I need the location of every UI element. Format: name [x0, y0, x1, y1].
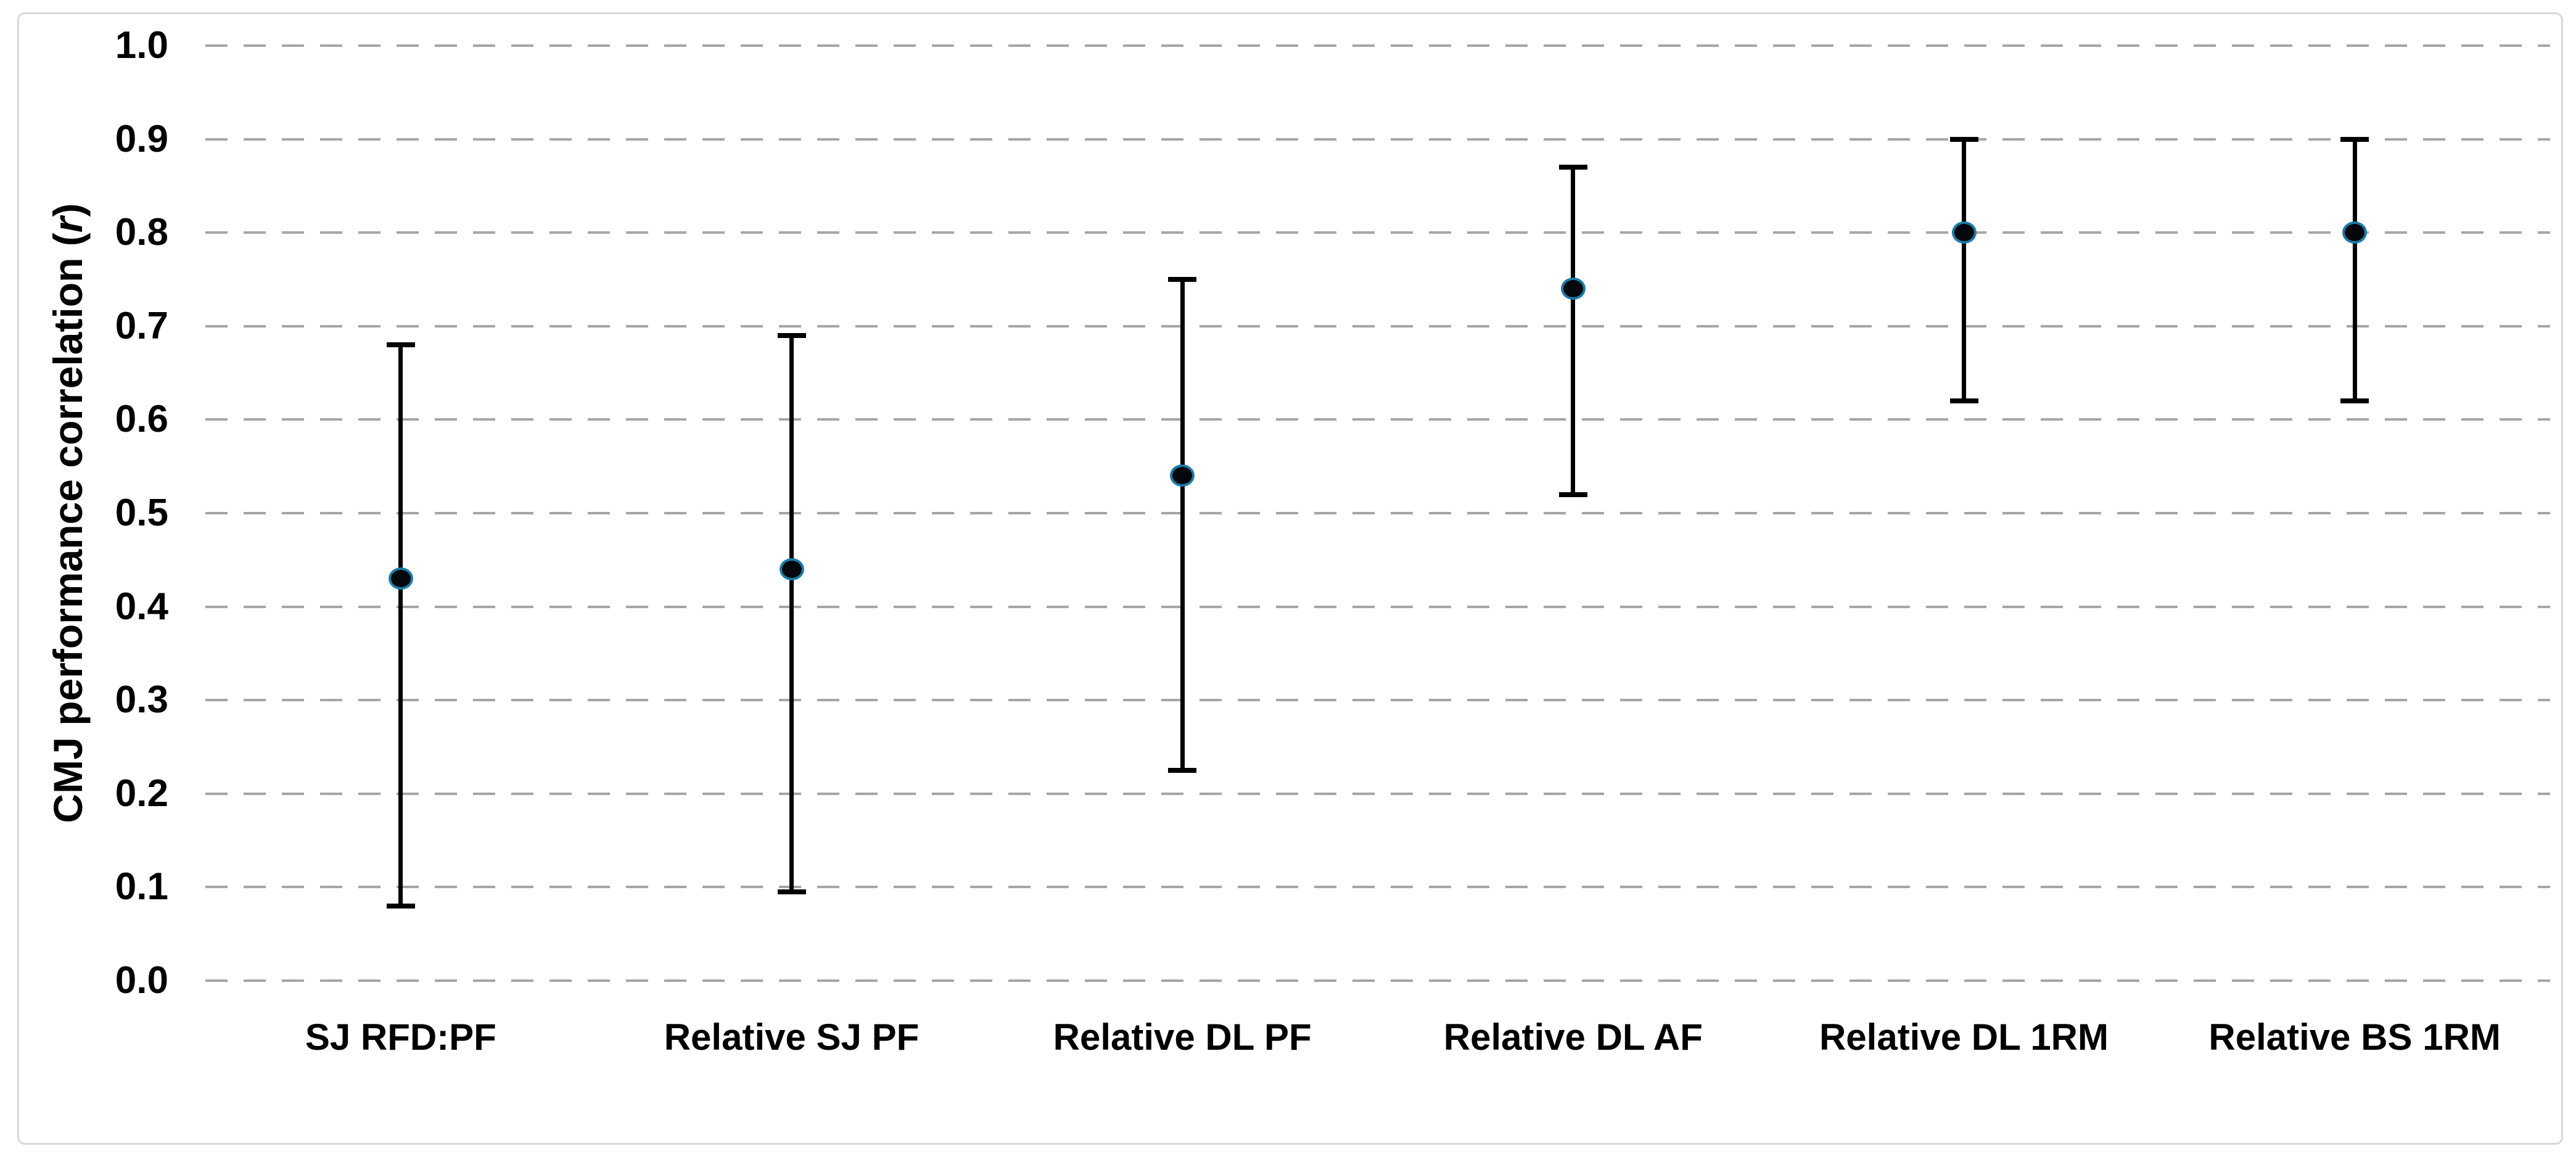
- data-point-marker-1: [388, 567, 413, 590]
- error-bar-cap-bottom-2: [777, 889, 806, 894]
- y-tick-label-0.0: 0.0: [115, 959, 168, 1002]
- gridline-0.3: [205, 699, 2550, 702]
- gridline-0.2: [205, 792, 2550, 795]
- error-bar-line-6: [2352, 139, 2357, 402]
- gridline-0.7: [205, 324, 2550, 328]
- y-tick-label-0.1: 0.1: [115, 865, 168, 909]
- error-bar-line-3: [1180, 279, 1185, 770]
- x-category-label-3: Relative DL PF: [1053, 1016, 1312, 1058]
- y-tick-label-0.4: 0.4: [115, 585, 168, 628]
- error-bar-cap-top-1: [386, 342, 415, 348]
- x-category-label-1: SJ RFD:PF: [305, 1016, 496, 1058]
- gridline-0.8: [205, 231, 2550, 234]
- data-point-marker-2: [779, 558, 804, 580]
- error-bar-line-2: [789, 335, 794, 892]
- error-bar-cap-top-3: [1168, 277, 1197, 282]
- gridline-0.9: [205, 138, 2550, 141]
- gridline-0.0: [205, 979, 2550, 982]
- gridline-0.5: [205, 512, 2550, 514]
- error-bar-cap-bottom-6: [2340, 398, 2369, 404]
- y-tick-label-0.9: 0.9: [115, 117, 168, 160]
- error-bar-line-5: [1962, 139, 1966, 402]
- error-bar-cap-top-2: [777, 332, 806, 338]
- gridline-0.6: [205, 418, 2550, 421]
- gridline-1.0: [205, 44, 2550, 47]
- y-tick-label-1.0: 1.0: [115, 24, 168, 67]
- error-bar-line-4: [1571, 167, 1576, 495]
- y-tick-label-0.5: 0.5: [115, 492, 168, 534]
- x-category-label-4: Relative DL AF: [1443, 1016, 1703, 1058]
- data-point-marker-5: [1951, 221, 1977, 244]
- error-bar-cap-bottom-1: [386, 903, 415, 909]
- error-bar-cap-bottom-4: [1558, 492, 1587, 497]
- x-category-label-5: Relative DL 1RM: [1819, 1016, 2109, 1058]
- data-point-marker-4: [1560, 278, 1586, 300]
- gridline-0.4: [205, 605, 2550, 608]
- y-tick-label-0.6: 0.6: [115, 398, 168, 441]
- error-bar-line-1: [398, 345, 403, 906]
- data-point-marker-6: [2342, 221, 2368, 244]
- error-bar-cap-bottom-3: [1168, 767, 1197, 773]
- error-bar-cap-bottom-5: [1949, 398, 1978, 404]
- y-tick-label-0.3: 0.3: [115, 678, 168, 722]
- y-tick-label-0.2: 0.2: [115, 772, 168, 815]
- error-bar-cap-top-6: [2340, 136, 2369, 142]
- error-bar-cap-top-4: [1558, 165, 1587, 170]
- gridline-0.1: [205, 886, 2550, 889]
- error-bar-cap-top-5: [1949, 136, 1978, 142]
- y-tick-label-0.7: 0.7: [115, 304, 168, 347]
- x-category-label-6: Relative BS 1RM: [2208, 1016, 2501, 1058]
- chart-frame: [17, 12, 2563, 1145]
- data-point-marker-3: [1170, 464, 1195, 487]
- y-tick-label-0.8: 0.8: [115, 211, 168, 254]
- plot-area: 0.0 0.1 0.2 0.3 0.4 0.5 0.6 0.7 0.8 0.9 1.0 SJ RFD:…: [115, 24, 2550, 1058]
- x-category-label-2: Relative SJ PF: [664, 1016, 920, 1058]
